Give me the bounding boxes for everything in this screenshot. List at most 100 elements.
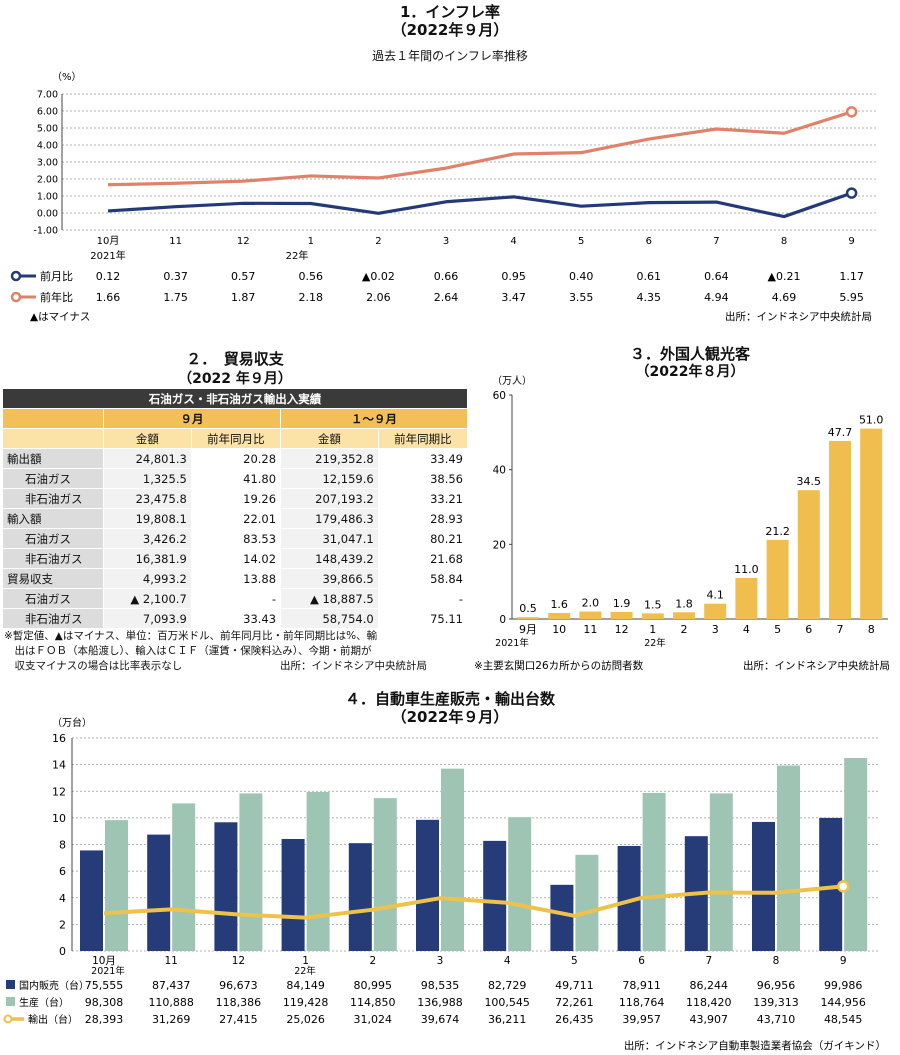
tourists-source: 出所：インドネシア中央統計局	[743, 659, 890, 672]
inflation-ytick: 4.00	[37, 141, 58, 152]
inflation-subtitle: 過去１年間のインフレ率推移	[372, 49, 528, 63]
tourists-xtick: 7	[837, 623, 844, 636]
auto-value-label: 82,729	[488, 979, 527, 992]
tourists-xtick: 3	[712, 623, 719, 636]
trade-row: 非石油ガス 7,093.9 33.43 58,754.0 75.11	[2, 608, 469, 629]
trade-cell: 20.28	[190, 448, 282, 469]
auto-value-label: 43,710	[757, 1013, 796, 1026]
inflation-xtick: 10月	[97, 235, 120, 247]
inflation-xtick: 5	[578, 236, 584, 247]
inflation-ytick: 5.00	[37, 124, 58, 135]
tourists-data-label: 2.0	[582, 597, 600, 610]
inflation-value-label: 1.66	[96, 291, 121, 304]
auto-value-label: 27,415	[219, 1013, 258, 1026]
trade-cell: ▲ 18,887.5	[280, 588, 379, 609]
inflation-xtick: 11	[169, 236, 182, 247]
auto-bar-domestic	[348, 843, 372, 951]
auto-value-label: 118,420	[686, 996, 732, 1009]
trade-cell: 58,754.0	[280, 608, 379, 629]
trade-col-sep: ９月	[102, 408, 282, 429]
trade-cell: 16,381.9	[103, 548, 192, 569]
tourists-chart: （万人） 60 40 20 0 0.5 9月 1.6 10 2.0 11 1.9 12 1.5 1 1.8…	[474, 375, 890, 672]
auto-ytick: 16	[52, 732, 66, 745]
inflation-xtick: 6	[646, 236, 652, 247]
trade-row-label: 石油ガス	[2, 528, 104, 549]
tourists-xtick: 4	[743, 623, 750, 636]
trade-h-amount-1: 金額	[103, 428, 192, 449]
trade-cell: 21.68	[377, 548, 469, 569]
tourists-data-label: 4.1	[706, 589, 724, 602]
trade-row-label: 非石油ガス	[2, 488, 104, 509]
trade-cell: 19.26	[190, 488, 282, 509]
trade-cell: 33.21	[377, 488, 469, 509]
trade-cell: 12,159.6	[280, 468, 379, 489]
auto-value-label: 78,911	[622, 979, 661, 992]
tourists-bar	[704, 603, 727, 619]
auto-bar-production	[306, 792, 330, 951]
inflation-value-label: 0.64	[704, 270, 729, 283]
trade-row-label: 輸出額	[2, 448, 104, 469]
tourists-data-label: 47.7	[828, 426, 853, 439]
auto-value-label: 136,988	[417, 996, 463, 1009]
auto-value-label: 144,956	[820, 996, 866, 1009]
trade-cell: 58.84	[377, 568, 469, 589]
tourists-bar	[579, 611, 602, 619]
auto-bar-production	[172, 803, 196, 951]
inflation-ytick: 0.00	[37, 209, 58, 220]
auto-value-label: 86,244	[690, 979, 729, 992]
trade-title: ２． 貿易収支	[186, 350, 284, 368]
auto-ytick: 14	[52, 759, 66, 772]
auto-xtick: 4	[504, 955, 511, 967]
inflation-value-label: 0.37	[163, 270, 188, 283]
tourists-ytick: 20	[493, 539, 506, 551]
tourists-bar	[641, 613, 664, 619]
inflation-value-label: 3.47	[501, 291, 526, 304]
trade-cell: 22.01	[190, 508, 282, 529]
trade-cell: 38.56	[377, 468, 469, 489]
trade-cell: 83.53	[190, 528, 282, 549]
trade-cell: 23,475.8	[103, 488, 192, 509]
trade-period: （2022 年９月）	[178, 371, 292, 387]
inflation-chart: （%） 7.00 6.00 5.00 4.00 3.00 2.00 1.00 0.00 -1.0…	[10, 71, 878, 323]
auto-bar-domestic	[819, 817, 843, 951]
auto-export-line	[103, 884, 844, 920]
auto-value-label: 119,428	[283, 996, 329, 1009]
trade-cell: 14.02	[190, 548, 282, 569]
tourists-ytick: 40	[493, 465, 506, 477]
auto-legend-label: 国内販売（台）	[19, 979, 89, 992]
inflation-value-label: 2.64	[434, 291, 459, 304]
inflation-series-line	[107, 110, 853, 187]
tourists-data-label: 21.2	[765, 525, 790, 538]
tourists-xtick: 10	[552, 623, 566, 636]
inflation-ytick: 6.00	[37, 107, 58, 118]
auto-legend-marker	[3, 1014, 13, 1024]
inflation-value-label: ▲0.21	[768, 270, 801, 283]
auto-year-2021: 2021年	[91, 965, 125, 977]
trade-cell: 3,426.2	[103, 528, 192, 549]
auto-value-label: 43,907	[690, 1013, 729, 1026]
trade-table: 石油ガス・非石油ガス輸出入実績 ９月 １～９月 金額 前年同月比 金額 前年同期…	[2, 388, 469, 629]
inflation-ytick: 2.00	[37, 175, 58, 186]
inflation-ytick: -1.00	[33, 226, 58, 237]
auto-ytick: 8	[59, 839, 66, 852]
inflation-xtick: 3	[443, 236, 449, 247]
inflation-value-label: 0.66	[434, 270, 459, 283]
auto-value-label: 118,386	[216, 996, 262, 1009]
inflation-value-label: 2.18	[299, 291, 324, 304]
trade-row-label: 石油ガス	[2, 468, 104, 489]
auto-bar-production	[575, 854, 599, 951]
tourists-data-label: 51.0	[859, 414, 884, 427]
inflation-value-label: 3.55	[569, 291, 594, 304]
inflation-xtick: 4	[510, 236, 516, 247]
auto-value-label: 26,435	[555, 1013, 594, 1026]
auto-bar-production	[709, 793, 733, 951]
tourists-data-label: 1.5	[644, 598, 662, 611]
auto-bar-production	[508, 817, 532, 951]
tourists-bar	[735, 577, 758, 619]
auto-bar-production	[373, 798, 397, 951]
tourists-data-label: 1.6	[550, 598, 568, 611]
tourists-xtick: 8	[868, 623, 875, 636]
auto-value-label: 80,995	[354, 979, 393, 992]
auto-value-label: 39,957	[622, 1013, 661, 1026]
trade-row: 輸入額 19,808.1 22.01 179,486.3 28.93	[2, 508, 469, 529]
